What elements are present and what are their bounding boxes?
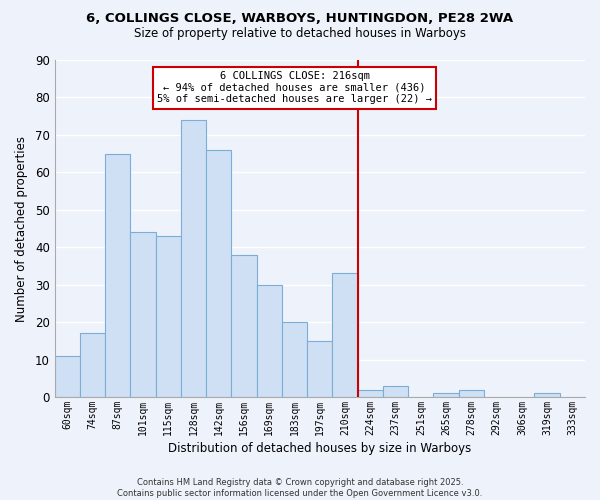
- Text: 6, COLLINGS CLOSE, WARBOYS, HUNTINGDON, PE28 2WA: 6, COLLINGS CLOSE, WARBOYS, HUNTINGDON, …: [86, 12, 514, 26]
- Bar: [358, 390, 383, 397]
- X-axis label: Distribution of detached houses by size in Warboys: Distribution of detached houses by size …: [168, 442, 472, 455]
- Bar: [282, 322, 307, 397]
- Bar: [257, 284, 282, 397]
- Bar: [433, 394, 459, 397]
- Text: 6 COLLINGS CLOSE: 216sqm
← 94% of detached houses are smaller (436)
5% of semi-d: 6 COLLINGS CLOSE: 216sqm ← 94% of detach…: [157, 71, 432, 104]
- Bar: [181, 120, 206, 397]
- Bar: [130, 232, 155, 397]
- Text: Contains HM Land Registry data © Crown copyright and database right 2025.
Contai: Contains HM Land Registry data © Crown c…: [118, 478, 482, 498]
- Bar: [155, 236, 181, 397]
- Bar: [535, 394, 560, 397]
- Y-axis label: Number of detached properties: Number of detached properties: [15, 136, 28, 322]
- Bar: [307, 341, 332, 397]
- Bar: [206, 150, 232, 397]
- Bar: [55, 356, 80, 397]
- Bar: [80, 334, 105, 397]
- Bar: [459, 390, 484, 397]
- Bar: [332, 274, 358, 397]
- Bar: [383, 386, 408, 397]
- Bar: [105, 154, 130, 397]
- Text: Size of property relative to detached houses in Warboys: Size of property relative to detached ho…: [134, 28, 466, 40]
- Bar: [232, 254, 257, 397]
